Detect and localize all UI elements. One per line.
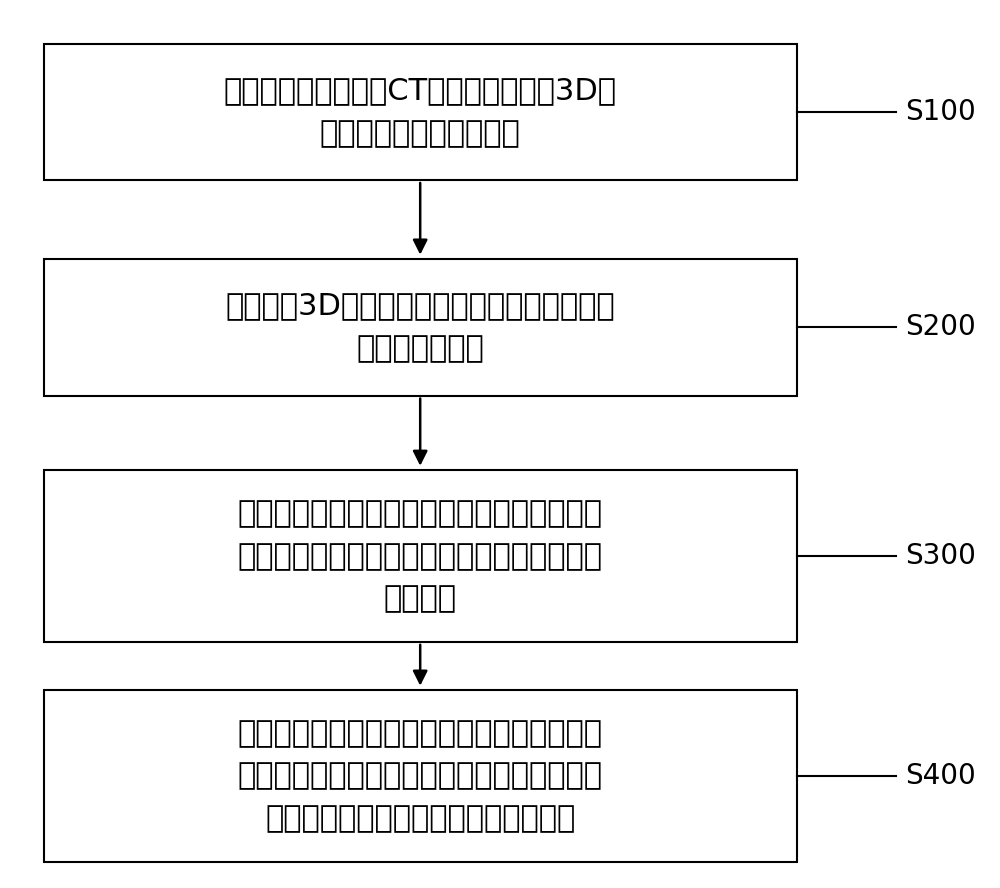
- Text: 根据术前虚拟手术规划和关节置换手术导航装
置的导航操作手持式关节置换手术机器人，提
示磨削头或假体的角度信息及深度信息: 根据术前虚拟手术规划和关节置换手术导航装 置的导航操作手持式关节置换手术机器人，…: [238, 718, 603, 833]
- Text: 根据关节3D模型和患者骨骼参考坐标系进行术
前虚拟手术规划: 根据关节3D模型和患者骨骼参考坐标系进行术 前虚拟手术规划: [225, 291, 615, 363]
- Text: 进行关节置换手术导航装置的配准，以使关节
置换手术导航装置的坐标系与患者骨骼参考坐
标系统一: 进行关节置换手术导航装置的配准，以使关节 置换手术导航装置的坐标系与患者骨骼参考…: [238, 499, 603, 614]
- FancyBboxPatch shape: [44, 44, 797, 180]
- Text: S100: S100: [906, 98, 976, 126]
- Text: 根据患者手术部位的CT图像，建立关节3D模
型和患者骨骼参考坐标系: 根据患者手术部位的CT图像，建立关节3D模 型和患者骨骼参考坐标系: [224, 76, 617, 147]
- FancyBboxPatch shape: [44, 471, 797, 642]
- FancyBboxPatch shape: [44, 690, 797, 862]
- FancyBboxPatch shape: [44, 259, 797, 396]
- Text: S300: S300: [906, 543, 976, 570]
- Text: S200: S200: [906, 313, 976, 342]
- Text: S400: S400: [906, 762, 976, 790]
